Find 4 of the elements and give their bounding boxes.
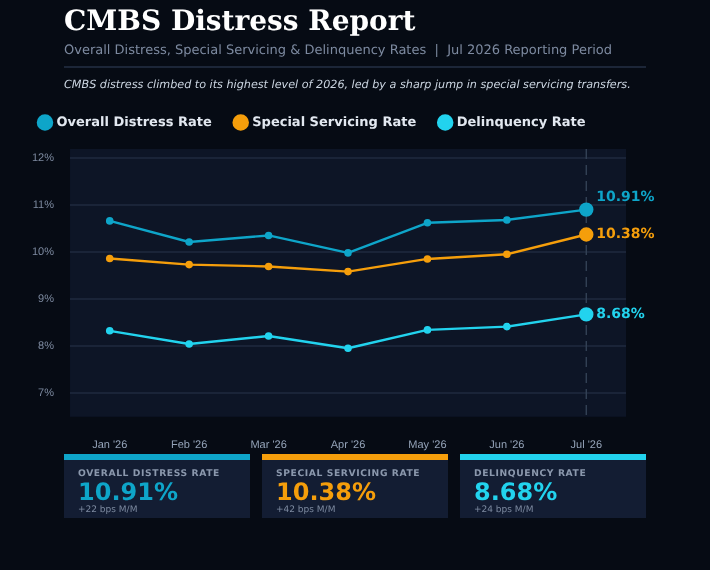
text: 8.68%: [474, 478, 560, 506]
text: 10.91%: [78, 478, 180, 506]
chart-title: CMBS Distress Report: [64, 6, 418, 38]
text: 10.38%: [276, 478, 378, 506]
